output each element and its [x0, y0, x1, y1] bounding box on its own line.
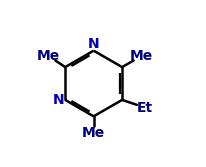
Text: Et: Et: [136, 101, 152, 115]
Text: Me: Me: [82, 126, 105, 140]
Text: Me: Me: [37, 49, 60, 63]
Text: N: N: [87, 37, 99, 51]
Text: Me: Me: [130, 49, 153, 63]
Text: N: N: [53, 93, 64, 107]
